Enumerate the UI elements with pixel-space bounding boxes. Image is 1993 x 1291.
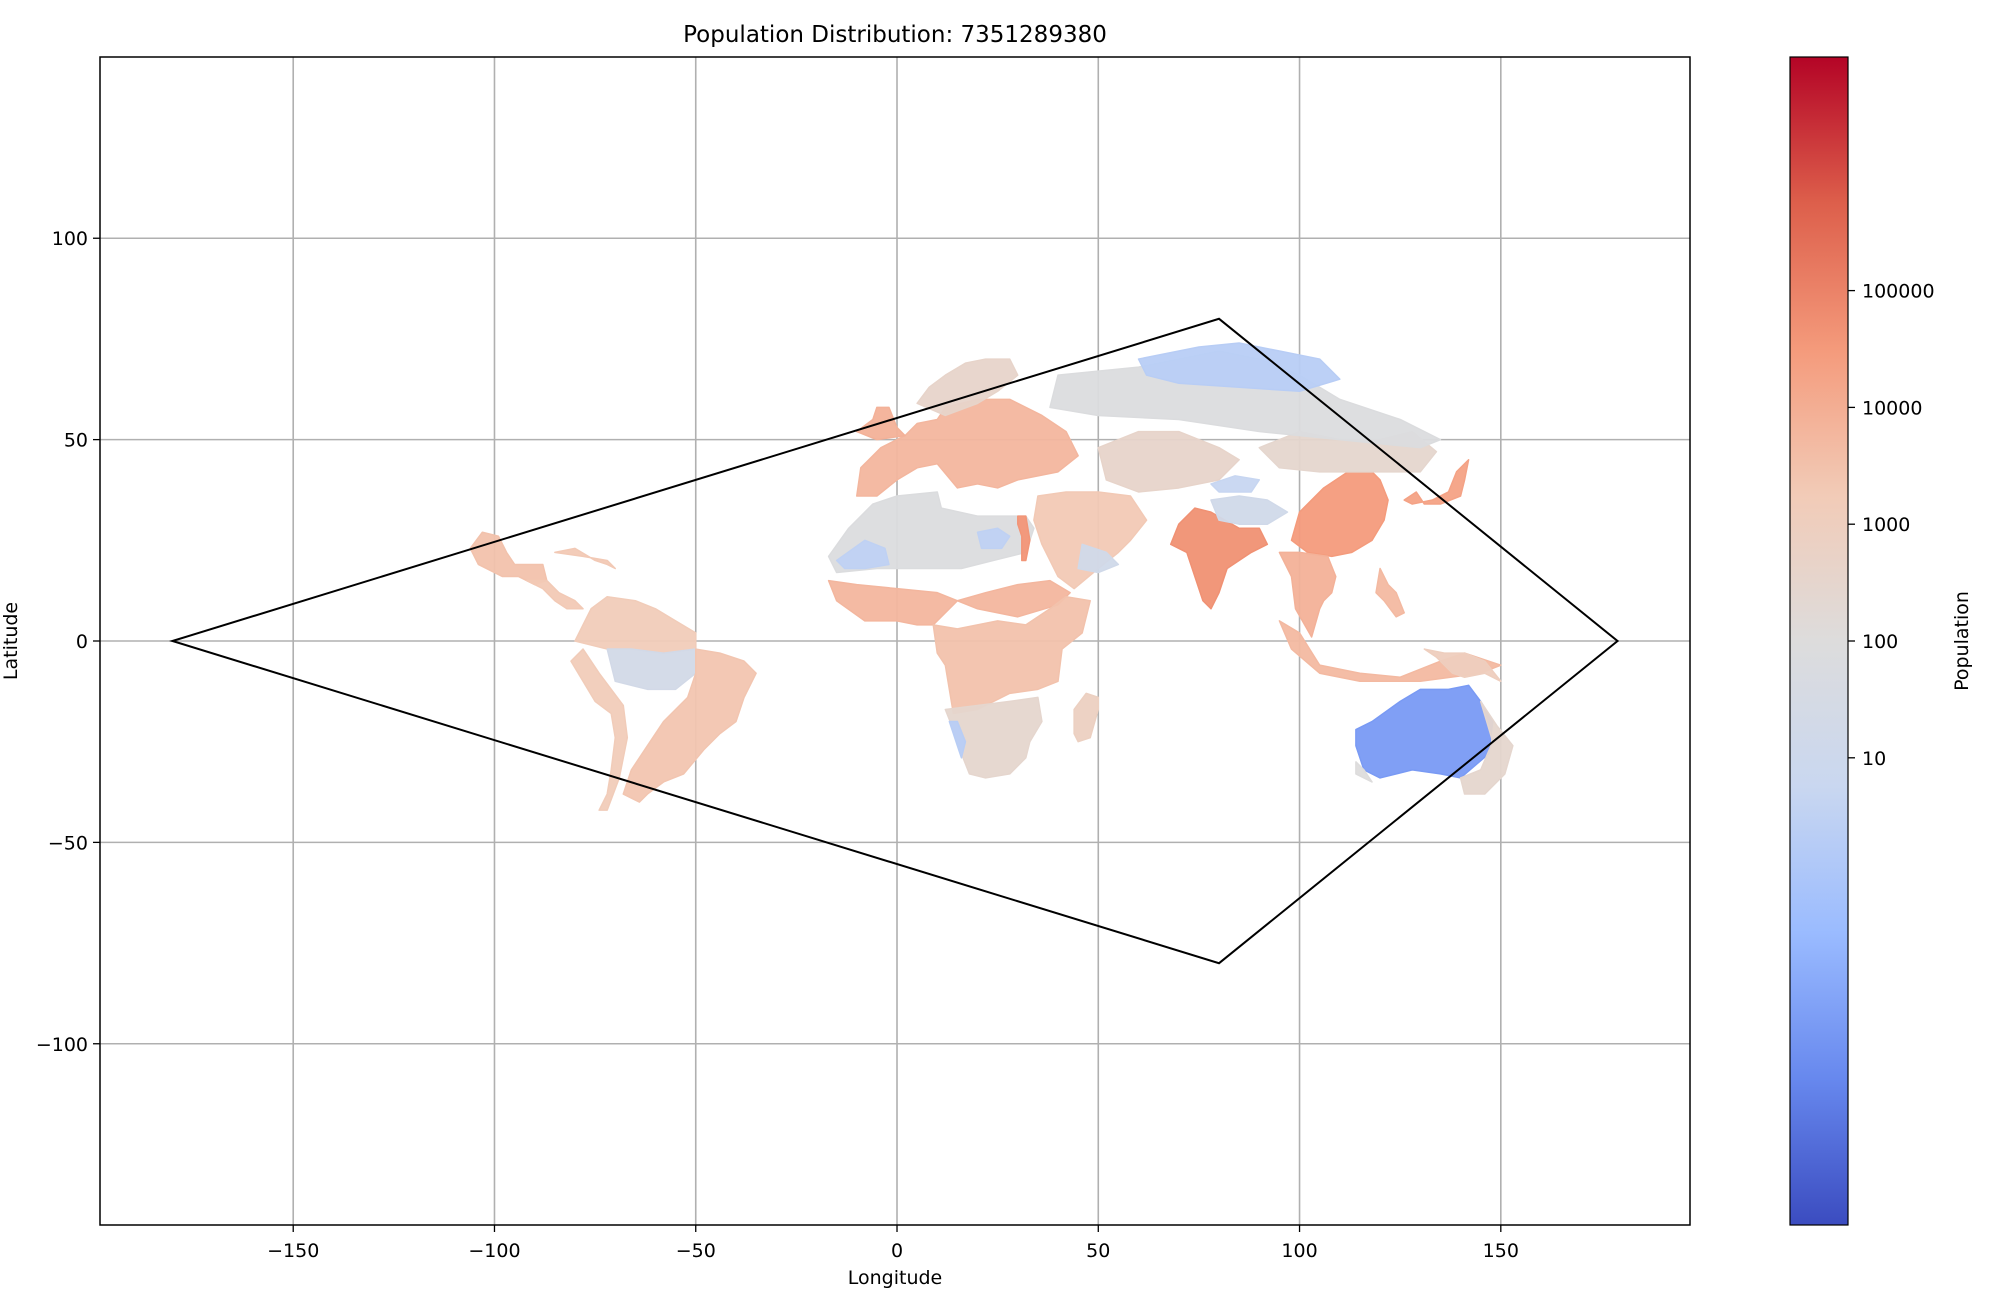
population-region [1290, 471, 1389, 558]
colorbar-tick-label: 100 [1862, 631, 1898, 653]
population-region [1017, 515, 1031, 562]
population-region [1459, 700, 1514, 795]
population-region [469, 531, 548, 586]
x-tick-label: −150 [267, 1240, 319, 1262]
y-axis-label: Latitude [0, 602, 22, 680]
population-region [1077, 543, 1120, 574]
population-region [1355, 684, 1494, 779]
x-axis-label: Longitude [848, 1267, 943, 1289]
y-axis-ticks: −100 −50 0 50 100 [36, 228, 100, 1056]
x-tick-label: 0 [891, 1240, 903, 1262]
population-region [1210, 495, 1289, 525]
y-tick-label: −50 [48, 832, 88, 854]
population-regions [469, 342, 1514, 811]
population-region [827, 579, 1071, 626]
x-tick-label: −50 [676, 1240, 716, 1262]
y-tick-label: 0 [76, 631, 88, 653]
colorbar-label: Population [1951, 591, 1973, 691]
population-region [948, 720, 967, 759]
population-region [622, 648, 757, 803]
population-region [1033, 491, 1148, 590]
population-region [1375, 567, 1405, 618]
y-tick-label: −100 [36, 1034, 88, 1056]
x-tick-label: −100 [468, 1240, 520, 1262]
population-region [525, 579, 584, 610]
population-region [856, 398, 1079, 497]
population-region [1423, 648, 1502, 683]
y-tick-label: 50 [64, 430, 88, 452]
colorbar-ticks: 10 100 1000 10000 100000 [1848, 281, 1935, 770]
y-tick-label: 100 [52, 228, 88, 250]
population-region [1169, 507, 1269, 610]
colorbar-tick-label: 10000 [1862, 397, 1922, 419]
population-region [976, 527, 1011, 550]
x-tick-label: 50 [1086, 1240, 1110, 1262]
chart-title: Population Distribution: 7351289380 [683, 22, 1107, 48]
population-region [1097, 430, 1240, 493]
colorbar-tick-label: 100000 [1862, 281, 1935, 303]
population-region [554, 547, 616, 570]
boundary-polygon [169, 317, 1620, 965]
population-region [1210, 475, 1261, 493]
colorbar [1789, 56, 1849, 1226]
population-region [606, 648, 697, 691]
x-axis-ticks: −150 −100 −50 0 50 100 150 [267, 1225, 1519, 1262]
x-tick-label: 100 [1281, 1240, 1317, 1262]
population-region [835, 539, 890, 570]
population-region [932, 595, 1091, 715]
colorbar-tick-label: 10 [1862, 748, 1886, 770]
x-tick-label: 150 [1483, 1240, 1519, 1262]
population-region [1137, 342, 1341, 393]
population-region [1403, 459, 1470, 505]
population-region [916, 358, 1019, 417]
population-region [570, 648, 629, 811]
population-region [1073, 692, 1100, 743]
population-region [1355, 761, 1373, 783]
colorbar-tick-label: 1000 [1862, 514, 1910, 536]
population-region [1278, 551, 1337, 638]
